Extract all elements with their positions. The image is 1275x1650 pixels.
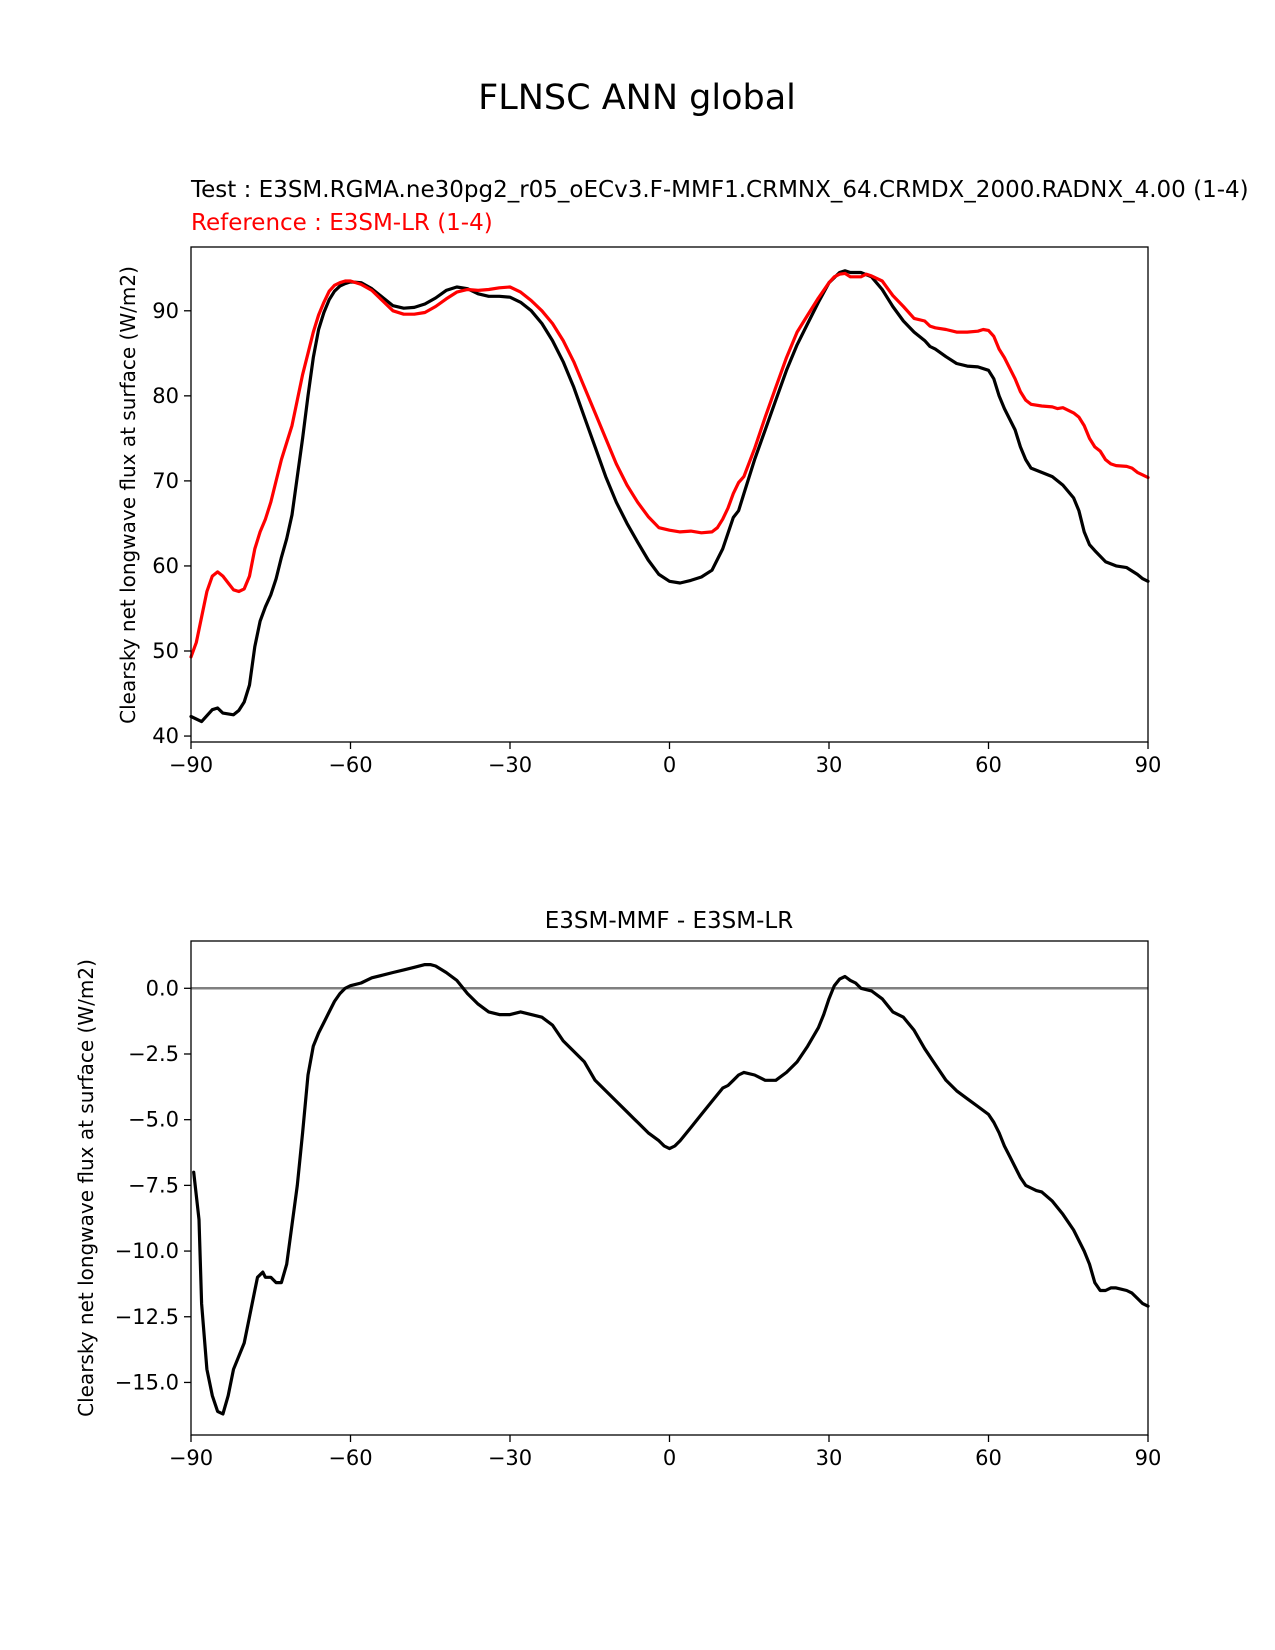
x-tick-label: 30: [816, 1446, 843, 1470]
y-tick-label: 40: [152, 724, 179, 748]
y-tick-label: 90: [152, 299, 179, 323]
y-tick-label: 50: [152, 639, 179, 663]
series-line-difference: [192, 963, 1150, 1416]
bottom-y-axis-label: Clearsky net longwave flux at surface (W…: [74, 959, 98, 1417]
y-tick-label: −2.5: [128, 1042, 179, 1066]
figure-title: FLNSC ANN global: [478, 78, 796, 118]
y-tick-label: 70: [152, 469, 179, 493]
top-x-ticks: −90 −60 −30 0 30 60 90: [169, 742, 1162, 777]
bottom-x-ticks: −90 −60 −30 0 30 60 90: [169, 1435, 1162, 1470]
y-tick-label: −5.0: [128, 1108, 179, 1132]
bottom-y-ticks: 0.0 −2.5 −5.0 −7.5 −10.0 −12.5 −15.0: [115, 976, 191, 1394]
x-tick-label: 60: [975, 1446, 1002, 1470]
y-tick-label: −12.5: [115, 1305, 179, 1329]
series-line-test: [189, 269, 1150, 724]
x-tick-label: 90: [1135, 1446, 1162, 1470]
y-tick-label: 0.0: [146, 976, 179, 1000]
x-tick-label: −30: [488, 1446, 532, 1470]
top-y-axis-label: Clearsky net longwave flux at surface (W…: [116, 266, 140, 724]
top-y-ticks: 40 50 60 70 80 90: [152, 299, 191, 748]
y-tick-label: −10.0: [115, 1239, 179, 1263]
series-line-reference: [189, 271, 1150, 659]
x-tick-label: 60: [975, 753, 1002, 777]
x-tick-label: −90: [169, 753, 213, 777]
y-tick-label: −15.0: [115, 1370, 179, 1394]
x-tick-label: −90: [169, 1446, 213, 1470]
x-tick-label: −30: [488, 753, 532, 777]
x-tick-label: 30: [816, 753, 843, 777]
top-series-group: [189, 269, 1150, 724]
x-tick-label: 90: [1135, 753, 1162, 777]
x-tick-label: 0: [663, 753, 676, 777]
y-tick-label: −7.5: [128, 1173, 179, 1197]
x-tick-label: 0: [663, 1446, 676, 1470]
x-tick-label: −60: [328, 1446, 372, 1470]
top-panel: −90 −60 −30 0 30 60 90 40 50 60 70 80 90 Clearsky n…: [116, 246, 1162, 777]
y-tick-label: 80: [152, 384, 179, 408]
reference-title: Reference : E3SM-LR (1-4): [191, 210, 493, 236]
test-title: Test : E3SM.RGMA.ne30pg2_r05_oECv3.F-MMF…: [190, 177, 1249, 203]
bottom-series-group: [192, 963, 1150, 1416]
difference-title: E3SM-MMF - E3SM-LR: [545, 908, 793, 934]
x-tick-label: −60: [328, 753, 372, 777]
bottom-panel: −90 −60 −30 0 30 60 90 0.0 −2.5 −5.0 −7.5 −10.0 −12…: [74, 940, 1162, 1470]
y-tick-label: 60: [152, 554, 179, 578]
